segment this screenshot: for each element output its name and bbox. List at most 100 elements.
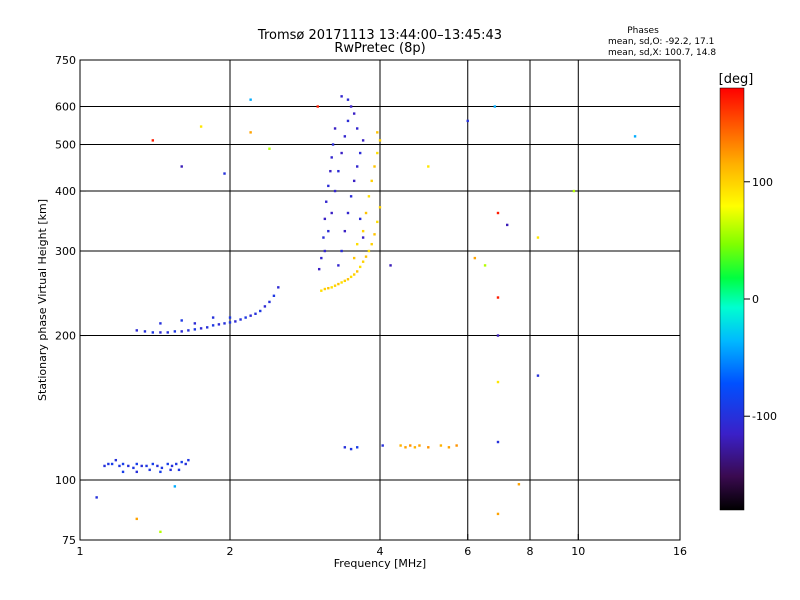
data-point bbox=[330, 156, 333, 159]
chart-title: Tromsø 20171113 13:44:00–13:45:43 bbox=[257, 28, 502, 43]
data-point bbox=[352, 256, 356, 260]
data-point bbox=[254, 312, 257, 315]
y-axis-label: Stationary phase Virtual Height [km] bbox=[36, 199, 49, 401]
data-point bbox=[361, 139, 365, 142]
data-point bbox=[177, 468, 181, 472]
data-point bbox=[169, 468, 172, 472]
data-point bbox=[331, 143, 335, 146]
data-point bbox=[333, 284, 337, 287]
y-tick-labels: 75 100 200 300 400 500 600 750 bbox=[55, 54, 86, 547]
data-point bbox=[159, 331, 162, 334]
data-point bbox=[376, 220, 379, 224]
data-point bbox=[413, 446, 417, 449]
data-point bbox=[159, 470, 162, 474]
data-point bbox=[277, 286, 280, 289]
data-point bbox=[228, 316, 232, 319]
data-point bbox=[337, 169, 340, 173]
colorbar-tick-label: 100 bbox=[752, 176, 773, 189]
data-point bbox=[327, 229, 330, 233]
data-point bbox=[361, 260, 365, 263]
y-tick-label: 400 bbox=[55, 185, 76, 198]
data-point bbox=[352, 273, 356, 276]
data-point bbox=[159, 322, 162, 325]
data-point bbox=[166, 331, 169, 334]
x-tick-labels: 1 2 4 6 8 10 16 bbox=[77, 534, 687, 558]
data-point bbox=[180, 460, 183, 464]
data-point bbox=[352, 112, 356, 115]
data-point bbox=[346, 119, 350, 123]
x-tick-label: 6 bbox=[464, 545, 471, 558]
data-point bbox=[572, 189, 576, 193]
phases-title: Phases bbox=[627, 26, 659, 36]
data-point bbox=[355, 165, 359, 168]
data-point bbox=[496, 512, 500, 516]
data-point bbox=[175, 462, 178, 466]
data-point bbox=[349, 105, 353, 108]
phases-x-stats: mean, sd,X: 100.7, 14.8 bbox=[608, 48, 716, 58]
data-point bbox=[364, 255, 368, 258]
data-point bbox=[127, 464, 130, 468]
chart-subtitle: RwPretec (8p) bbox=[334, 41, 425, 56]
data-point bbox=[322, 236, 325, 239]
data-point bbox=[132, 466, 135, 470]
data-point bbox=[211, 316, 215, 319]
data-point bbox=[95, 496, 98, 499]
data-point bbox=[349, 195, 353, 198]
data-point bbox=[483, 264, 487, 267]
data-point bbox=[249, 314, 252, 317]
data-point bbox=[184, 462, 187, 466]
data-point bbox=[268, 147, 271, 150]
data-point bbox=[355, 446, 359, 449]
data-point bbox=[135, 517, 138, 521]
y-tick-label: 300 bbox=[55, 245, 76, 258]
data-point bbox=[404, 446, 407, 449]
data-point bbox=[466, 119, 469, 123]
data-point bbox=[455, 444, 458, 447]
data-point bbox=[317, 267, 321, 271]
data-point bbox=[199, 327, 203, 330]
data-point bbox=[156, 464, 159, 468]
data-point bbox=[355, 270, 359, 273]
x-tick-label: 8 bbox=[527, 545, 534, 558]
data-point bbox=[193, 322, 197, 325]
data-point bbox=[343, 446, 347, 449]
x-axis-label: Frequency [MHz] bbox=[334, 557, 426, 570]
data-point bbox=[187, 329, 190, 332]
data-point bbox=[389, 264, 392, 267]
data-point bbox=[110, 462, 114, 466]
data-point bbox=[121, 470, 125, 474]
data-point bbox=[352, 179, 356, 183]
data-point bbox=[223, 172, 226, 175]
data-point bbox=[343, 135, 347, 138]
data-point bbox=[340, 281, 343, 284]
data-point bbox=[333, 189, 337, 193]
data-point bbox=[199, 125, 203, 128]
data-point bbox=[427, 446, 430, 449]
data-point bbox=[323, 217, 327, 221]
data-point bbox=[320, 289, 323, 292]
data-point bbox=[376, 151, 379, 155]
data-point bbox=[355, 127, 359, 130]
data-point bbox=[325, 200, 328, 203]
data-point bbox=[358, 217, 362, 221]
data-point bbox=[228, 321, 232, 324]
y-tick-label: 600 bbox=[55, 101, 76, 114]
y-tick-label: 200 bbox=[55, 330, 76, 343]
data-point bbox=[496, 334, 500, 337]
data-point bbox=[496, 211, 500, 215]
data-point bbox=[323, 287, 327, 291]
data-point bbox=[173, 330, 177, 333]
data-point bbox=[151, 462, 155, 466]
data-point bbox=[409, 444, 412, 447]
data-point bbox=[205, 326, 209, 329]
data-point bbox=[337, 282, 340, 286]
data-point bbox=[346, 278, 350, 281]
data-point bbox=[151, 331, 155, 334]
data-point bbox=[333, 127, 337, 130]
grid-lines bbox=[80, 60, 680, 540]
data-point bbox=[143, 330, 147, 333]
phases-o-stats: mean, sd,O: -92.2, 17.1 bbox=[608, 37, 714, 47]
data-point bbox=[473, 256, 477, 260]
data-point bbox=[346, 211, 350, 215]
data-point bbox=[263, 305, 267, 308]
